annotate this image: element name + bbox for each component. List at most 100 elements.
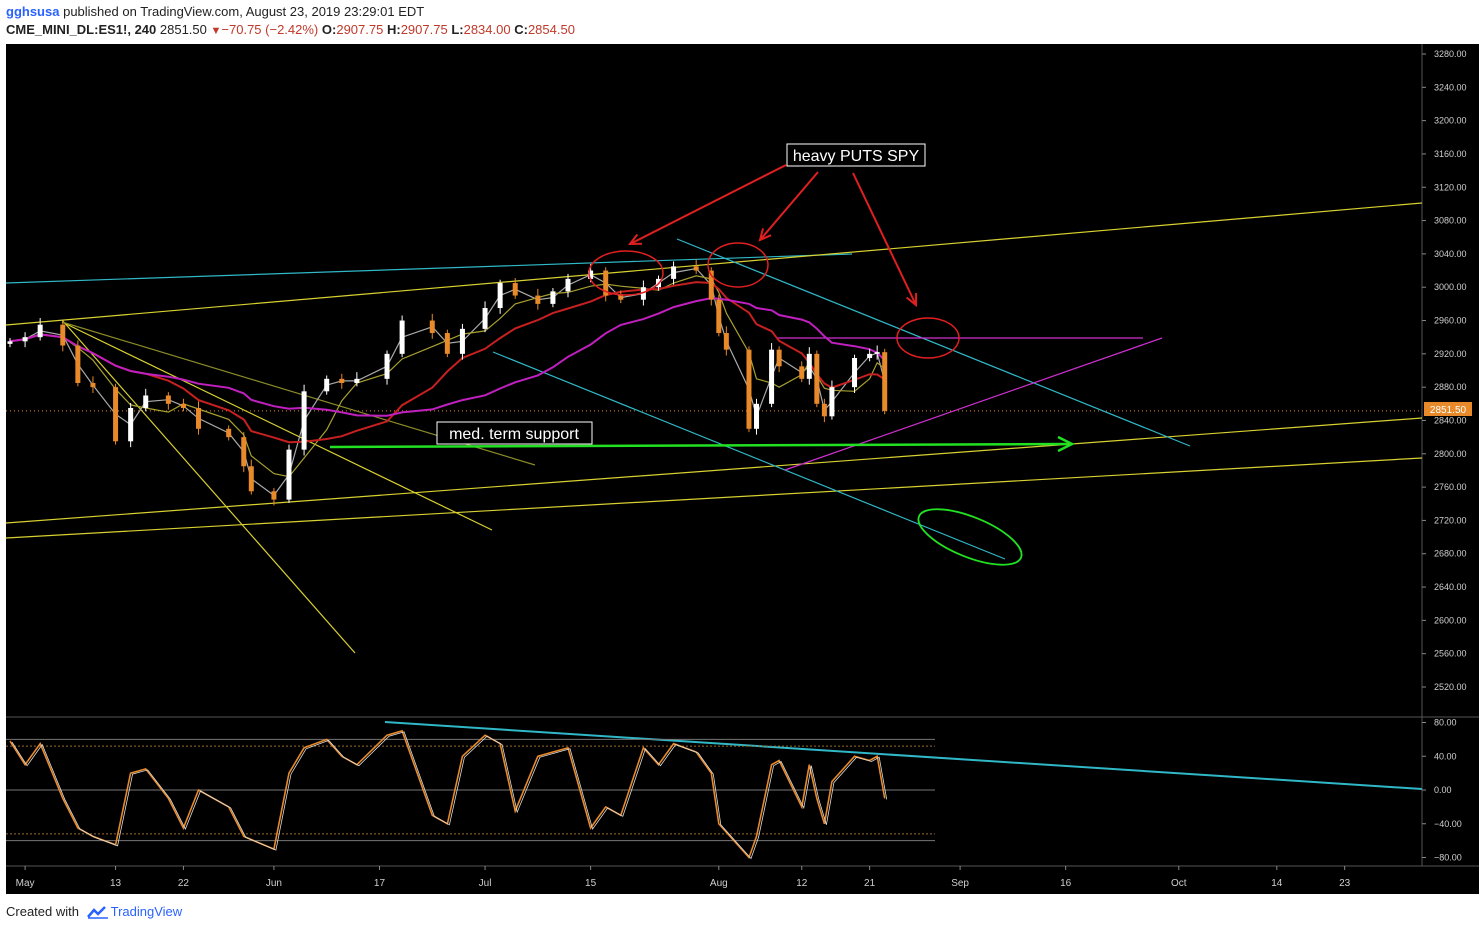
red-arrow-middle <box>759 171 819 241</box>
candle-body <box>241 437 247 467</box>
price-tick-label: 3240.00 <box>1434 82 1467 92</box>
candle-body <box>874 352 880 354</box>
med-support-label: med. term support <box>449 426 579 443</box>
time-tick-label: Jul <box>479 878 492 889</box>
price-tick-label: 2520.00 <box>1434 682 1467 692</box>
price-tick-label: 2720.00 <box>1434 515 1467 525</box>
candle-body <box>90 382 96 388</box>
ma-red <box>9 281 886 444</box>
osc-tick-label: −40.00 <box>1434 819 1462 829</box>
price-tick-label: 2640.00 <box>1434 582 1467 592</box>
green-target-circle <box>917 508 1023 566</box>
time-tick-label: 22 <box>178 878 190 889</box>
candle-body <box>248 466 254 492</box>
candle-body <box>716 299 722 334</box>
red-circle-top-2 <box>707 242 769 288</box>
candle-body <box>806 353 812 379</box>
candle-body <box>497 283 503 309</box>
time-tick-label: May <box>16 878 35 889</box>
osc-tick-label: −80.00 <box>1434 853 1462 863</box>
time-tick-label: Oct <box>1171 878 1187 889</box>
candle-body <box>301 391 307 450</box>
down-triangle-icon: ▼ <box>210 25 222 37</box>
price-tick-label: 3280.00 <box>1434 49 1467 59</box>
publisher-username[interactable]: gghsusa <box>6 4 60 19</box>
oscillator-signal-line <box>11 731 888 860</box>
ma-olive <box>9 275 886 478</box>
candle-body <box>482 308 488 329</box>
candle-body <box>565 278 571 292</box>
osc-tick-label: 80.00 <box>1434 718 1457 728</box>
close-value: 2854.50 <box>527 22 575 37</box>
candle-body <box>821 403 827 417</box>
red-arrow-middle-head <box>758 228 772 242</box>
price-tick-label: 2920.00 <box>1434 349 1467 359</box>
candle-body <box>459 328 465 354</box>
candle-body <box>180 403 186 408</box>
symbol-label: CME_MINI_DL:ES1!, 240 <box>6 22 157 37</box>
candle-body <box>429 320 435 334</box>
time-tick-label: 13 <box>110 878 122 889</box>
red-circle-top-3 <box>896 317 960 359</box>
time-tick-label: Jun <box>266 878 282 889</box>
osc-tick-label: 40.00 <box>1434 751 1457 761</box>
time-tick-label: Sep <box>951 878 969 889</box>
time-tick-label: Aug <box>710 878 728 889</box>
candle-body <box>693 266 699 271</box>
candle-body <box>550 291 556 304</box>
candle-body <box>708 270 714 300</box>
candle-body <box>128 407 134 442</box>
rising-magenta-trendline <box>784 337 1163 471</box>
price-tick-label: 3000.00 <box>1434 282 1467 292</box>
candle-body <box>196 407 202 429</box>
osc-tick-label: 0.00 <box>1434 785 1452 795</box>
open-label: O: <box>321 22 337 37</box>
published-text: published on TradingView.com, August 23,… <box>63 4 425 19</box>
candle-body <box>603 270 609 296</box>
candle-body <box>113 387 119 442</box>
upper-channel-trendline <box>5 202 1423 326</box>
candle-body <box>444 333 450 354</box>
upper-descending-cyan-trendline <box>676 238 1191 447</box>
price-tick-label: 2840.00 <box>1434 415 1467 425</box>
low-value: 2834.00 <box>463 22 511 37</box>
red-arrow-left-head <box>627 233 643 246</box>
price-tick-label: 3040.00 <box>1434 249 1467 259</box>
candle-body <box>588 270 594 279</box>
price-tick-label: 3200.00 <box>1434 116 1467 126</box>
lower-channel-trendline-1 <box>5 417 1423 524</box>
candle-body <box>867 353 873 359</box>
candle-body <box>671 266 677 279</box>
time-tick-label: 23 <box>1339 878 1351 889</box>
low-label: L: <box>451 22 464 37</box>
candle-body <box>769 349 775 404</box>
support-arrow-line <box>329 442 1069 449</box>
price-tick-label: 2560.00 <box>1434 649 1467 659</box>
tradingview-brand-link[interactable]: TradingView <box>110 904 183 919</box>
candle-body <box>324 378 330 392</box>
time-tick-label: 17 <box>374 878 386 889</box>
candle-body <box>271 491 277 500</box>
mid-yellow-trendline <box>61 321 493 531</box>
open-value: 2907.75 <box>336 22 384 37</box>
footer: Created with TradingView <box>6 904 182 919</box>
candle-body <box>226 428 232 438</box>
red-arrow-right <box>852 172 917 306</box>
last-price: 2851.50 <box>159 22 207 37</box>
price-tick-label: 2880.00 <box>1434 382 1467 392</box>
osc-cyan-trendline <box>384 721 1423 790</box>
candle-body <box>75 345 81 383</box>
steep-yellow-trendline <box>61 319 356 654</box>
candle-body <box>640 287 646 300</box>
candle-body <box>384 353 390 379</box>
time-tick-label: 21 <box>864 878 876 889</box>
candle-body <box>7 341 13 344</box>
price-change: −70.75 (−2.42%) <box>221 22 319 37</box>
high-value: 2907.75 <box>400 22 448 37</box>
last-price-badge <box>1424 402 1472 416</box>
high-label: H: <box>386 22 401 37</box>
price-tick-label: 2960.00 <box>1434 316 1467 326</box>
time-tick-label: 15 <box>585 878 597 889</box>
candle-body <box>535 295 541 304</box>
